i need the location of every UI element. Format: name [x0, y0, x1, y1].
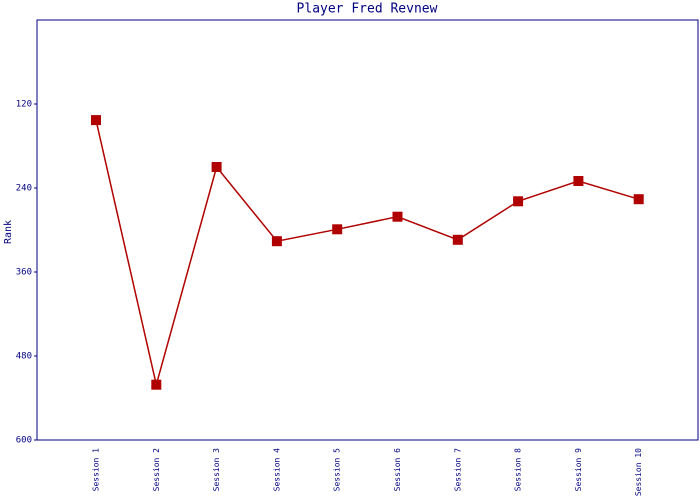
point-marker: [332, 224, 343, 235]
y-tick-label: 600: [16, 436, 32, 446]
chart-title: Player Fred Revnew: [297, 2, 438, 17]
point-marker: [452, 234, 463, 245]
x-tick-label: Session 1: [92, 448, 101, 492]
point-marker: [633, 194, 644, 205]
x-tick-label: Session 5: [333, 448, 342, 492]
point-marker: [271, 236, 282, 247]
x-tick-label: Session 9: [574, 448, 583, 492]
x-tick-label: Session 4: [272, 448, 281, 492]
x-tick-label: Session 10: [634, 448, 643, 496]
plot-frame: [36, 19, 699, 441]
x-tick-label: Session 3: [212, 448, 221, 492]
series-line: [95, 119, 639, 385]
point-marker: [513, 196, 524, 207]
x-tick-label: Session 6: [393, 448, 402, 492]
x-tick-label: Session 2: [152, 448, 161, 492]
point-marker: [392, 211, 403, 222]
x-tick-label: Session 8: [514, 448, 523, 492]
y-tick-label: 240: [16, 184, 32, 194]
y-axis-title: Rank: [3, 220, 14, 244]
point-marker: [573, 176, 584, 186]
y-tick-label: 480: [16, 352, 32, 362]
y-tick-label: 360: [16, 268, 32, 278]
x-tick-label: Session 7: [453, 448, 462, 492]
point-marker: [91, 115, 101, 126]
y-tick-label: 120: [16, 100, 32, 110]
point-marker: [151, 379, 162, 390]
point-marker: [211, 162, 222, 172]
